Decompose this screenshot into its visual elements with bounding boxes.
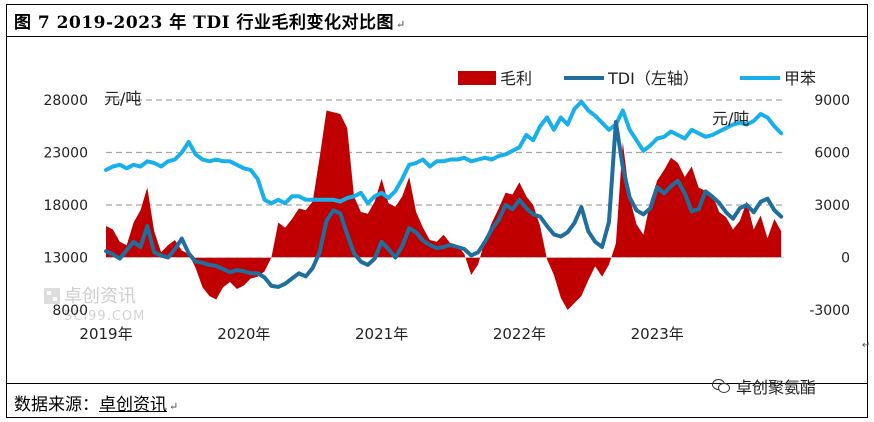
legend-label-tdi: TDI（左轴）	[607, 69, 699, 88]
left-tick-label: 13000	[43, 251, 88, 267]
paragraph-mark: ↵	[169, 400, 179, 413]
legend-swatch-margin	[458, 71, 496, 85]
legend-label-margin: 毛利	[500, 69, 532, 88]
watermark-site: SCI99.COM	[64, 309, 145, 324]
x-tick-label: 2020年	[217, 325, 270, 343]
wechat-attribution: 卓创聚氨酯	[712, 374, 816, 398]
right-axis-unit: 元/吨	[712, 109, 749, 128]
figure-title: 图 7 2019-2023 年 TDI 行业毛利变化对比图 ↵	[14, 13, 406, 33]
toluene-series	[104, 99, 784, 206]
right-tick-label: 9000	[814, 93, 850, 109]
source-label: 数据来源：	[14, 395, 99, 415]
data-source: 数据来源：卓创资讯 ↵	[14, 390, 178, 415]
title-divider	[6, 36, 868, 37]
right-axis-ticks: -3000 0 3000 6000 9000	[809, 93, 850, 319]
watermark-name: 卓创资讯	[64, 286, 136, 307]
legend: 毛利 TDI（左轴） 甲苯	[458, 69, 816, 88]
right-tick-label: 3000	[814, 198, 850, 214]
margin-area-series	[106, 110, 782, 310]
x-tick-label: 2022年	[493, 325, 546, 343]
left-tick-label: 18000	[43, 198, 88, 214]
source-value: 卓创资讯	[99, 395, 167, 415]
x-axis-ticks: 2019年 2020年 2021年 2022年 2023年	[79, 325, 683, 343]
wechat-account-name: 卓创聚氨酯	[736, 378, 817, 397]
tdi-series	[104, 120, 784, 289]
tdi-line	[104, 120, 784, 289]
source-divider	[6, 383, 868, 384]
figure-frame	[6, 4, 868, 418]
right-tick-label: -3000	[809, 303, 850, 319]
toluene-line	[104, 99, 784, 206]
x-tick-label: 2021年	[355, 325, 408, 343]
paragraph-mark: ↵	[862, 340, 871, 351]
right-tick-label: 6000	[814, 146, 850, 162]
left-tick-label: 28000	[43, 93, 88, 109]
x-tick-label: 2019年	[79, 325, 132, 343]
wechat-icon	[712, 379, 730, 393]
x-tick-label: 2023年	[631, 325, 684, 343]
watermark: 卓创资讯 SCI99.COM	[44, 286, 145, 324]
paragraph-mark: ↵	[395, 18, 406, 31]
left-tick-label: 8000	[52, 303, 88, 319]
left-axis-ticks: 8000 13000 18000 23000 28000	[43, 93, 88, 319]
left-axis-unit: 元/吨	[104, 89, 141, 108]
watermark-logo-icon	[44, 288, 60, 304]
margin-area	[106, 110, 782, 310]
legend-label-toluene: 甲苯	[784, 69, 816, 88]
left-tick-label: 23000	[43, 146, 88, 162]
right-tick-label: 0	[841, 251, 850, 267]
